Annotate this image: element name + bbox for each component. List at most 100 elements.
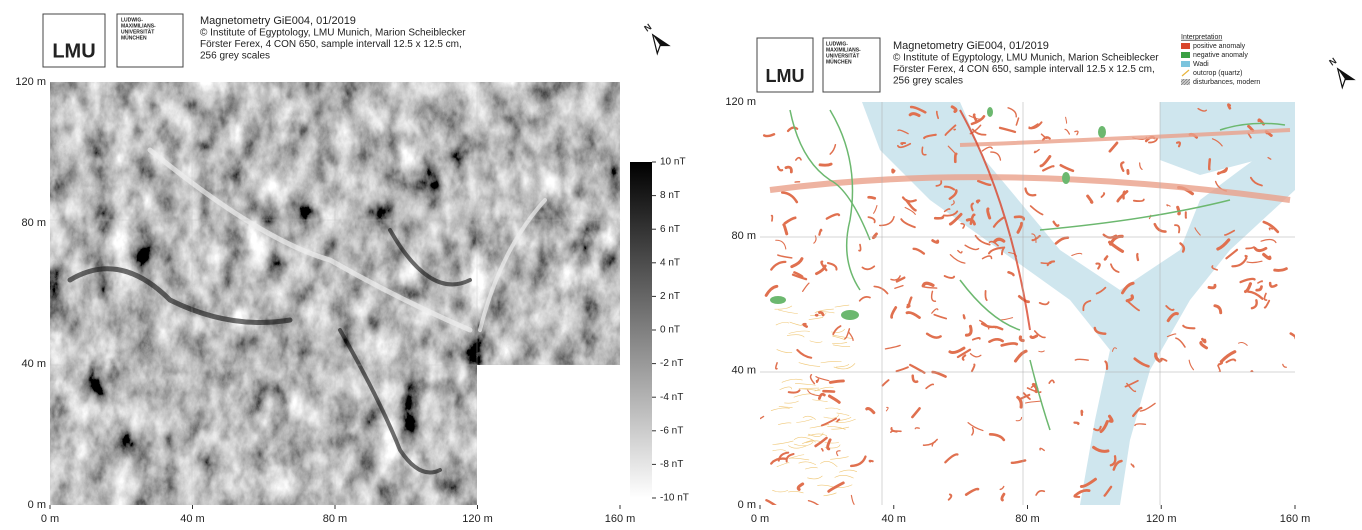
x-tick-label: 40 m	[180, 513, 204, 525]
x-tick-label: 80 m	[1015, 513, 1039, 525]
north-label: N	[1327, 56, 1338, 68]
university-line: MÜNCHEN	[826, 58, 852, 65]
x-tick-label: 120 m	[1146, 513, 1177, 525]
credit-line: © Institute of Egyptology, LMU Munich, M…	[200, 28, 466, 39]
legend-swatch	[1181, 43, 1190, 49]
colorbar	[630, 162, 652, 498]
positive-anomaly	[1275, 269, 1287, 271]
negative-anomaly	[1062, 172, 1070, 184]
positive-anomaly	[804, 324, 807, 326]
positive-anomaly	[964, 315, 965, 318]
legend-swatch	[1181, 79, 1190, 85]
y-tick-label: 40 m	[732, 365, 756, 377]
credit-line: Förster Ferex, 4 CON 650, sample interva…	[893, 64, 1155, 75]
positive-anomaly	[977, 201, 979, 203]
interpretation-map	[754, 102, 1296, 507]
legend-title: Interpretation	[1181, 34, 1222, 41]
colorbar-label: -10 nT	[660, 493, 689, 504]
colorbar-label: -4 nT	[660, 392, 683, 403]
map-title: Magnetometry GiE004, 01/2019	[893, 40, 1049, 52]
positive-anomaly	[1031, 336, 1037, 338]
positive-anomaly	[1082, 411, 1083, 415]
positive-anomaly	[935, 217, 943, 218]
negative-anomaly	[841, 310, 859, 320]
x-tick-label: 0 m	[751, 513, 769, 525]
positive-anomaly	[772, 216, 773, 221]
colorbar-label: 10 nT	[660, 157, 686, 168]
x-tick-label: 40 m	[882, 513, 906, 525]
legend-swatch	[1181, 61, 1190, 67]
credit-line: © Institute of Egyptology, LMU Munich, M…	[893, 53, 1159, 64]
x-tick-label: 160 m	[1280, 513, 1311, 525]
positive-anomaly	[1075, 359, 1088, 360]
x-tick-label: 0 m	[41, 513, 59, 525]
positive-anomaly	[870, 461, 873, 462]
university-line: UNIVERSITÄT	[826, 52, 859, 59]
colorbar-label: -2 nT	[660, 358, 683, 369]
colorbar-label: 6 nT	[660, 224, 680, 235]
legend-swatch	[1181, 52, 1190, 58]
no-data-area	[1160, 372, 1295, 505]
credits: © Institute of Egyptology, LMU Munich, M…	[893, 53, 1159, 87]
colorbar-label: 0 nT	[660, 325, 680, 336]
positive-anomaly	[893, 170, 894, 172]
positive-anomaly	[1228, 105, 1229, 109]
positive-anomaly	[955, 154, 956, 162]
legend-label: outcrop (quartz)	[1193, 70, 1242, 77]
positive-anomaly	[1110, 416, 1113, 421]
map-title: Magnetometry GiE004, 01/2019	[200, 15, 356, 27]
positive-anomaly	[933, 241, 938, 243]
legend-label: positive anomaly	[1193, 43, 1246, 50]
legend-label: disturbances, modern	[1193, 79, 1260, 86]
figure: LMU LUDWIG-MAXIMILIANS-UNIVERSITÄTMÜNCHE…	[0, 0, 1362, 530]
positive-anomaly	[1137, 254, 1138, 260]
positive-anomaly	[1202, 339, 1205, 342]
positive-anomaly	[830, 381, 843, 382]
y-tick-label: 80 m	[22, 217, 46, 229]
north-label: N	[642, 22, 653, 34]
credit-line: 256 grey scales	[200, 51, 270, 62]
legend-label: negative anomaly	[1193, 52, 1248, 59]
y-tick-label: 0 m	[738, 499, 756, 511]
x-tick-label: 160 m	[605, 513, 636, 525]
credit-line: 256 grey scales	[893, 76, 963, 87]
y-tick-label: 80 m	[732, 230, 756, 242]
university-line: MÜNCHEN	[121, 34, 147, 41]
legend: Interpretation positive anomaly negative a…	[1181, 34, 1260, 86]
colorbar-label: 8 nT	[660, 190, 680, 201]
colorbar-label: 4 nT	[660, 257, 680, 268]
no-data-area	[477, 365, 622, 507]
positive-anomaly	[907, 305, 909, 307]
colorbar-label: -6 nT	[660, 425, 683, 436]
x-tick-label: 120 m	[462, 513, 493, 525]
negative-anomaly	[1098, 126, 1106, 138]
y-tick-label: 120 m	[725, 96, 756, 108]
y-tick-label: 40 m	[22, 358, 46, 370]
credit-line: Förster Ferex, 4 CON 650, sample interva…	[200, 39, 462, 50]
colorbar-label: 2 nT	[660, 291, 680, 302]
legend-swatch	[1182, 70, 1189, 76]
negative-anomaly	[987, 107, 993, 117]
right-panel: LMU LUDWIG-MAXIMILIANS-UNIVERSITÄTMÜNCHE…	[725, 34, 1353, 525]
north-arrow: N	[1324, 54, 1354, 88]
north-arrow: N	[639, 20, 669, 54]
x-tick-label: 80 m	[323, 513, 347, 525]
left-panel: LMU LUDWIG-MAXIMILIANS-UNIVERSITÄTMÜNCHE…	[15, 14, 688, 525]
university-name: LUDWIG-MAXIMILIANS-UNIVERSITÄTMÜNCHEN	[826, 41, 861, 65]
positive-anomaly	[820, 164, 831, 165]
positive-anomaly	[1209, 159, 1210, 169]
positive-anomaly	[869, 197, 875, 198]
positive-anomaly	[1105, 257, 1107, 260]
university-line: UNIVERSITÄT	[121, 28, 154, 35]
y-tick-label: 0 m	[28, 499, 46, 511]
legend-label: Wadi	[1193, 61, 1209, 68]
logo: LMU	[766, 66, 805, 86]
y-tick-label: 120 m	[15, 76, 46, 88]
positive-anomaly	[1074, 496, 1079, 497]
credits: © Institute of Egyptology, LMU Munich, M…	[200, 28, 466, 62]
negative-anomaly	[770, 296, 786, 304]
colorbar-label: -8 nT	[660, 459, 683, 470]
university-name: LUDWIG-MAXIMILIANS-UNIVERSITÄTMÜNCHEN	[121, 17, 156, 41]
positive-anomaly	[901, 143, 905, 144]
logo: LMU	[52, 40, 95, 62]
